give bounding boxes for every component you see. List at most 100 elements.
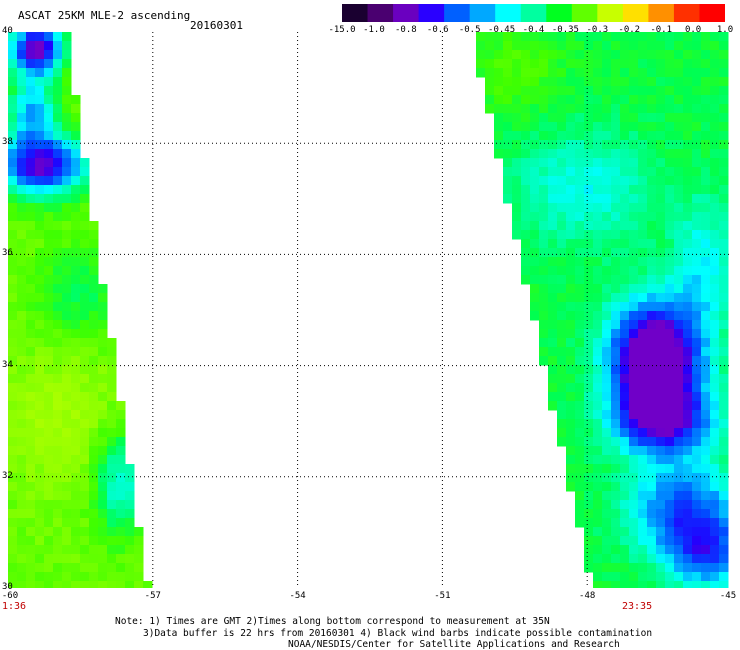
wind-cell bbox=[566, 329, 576, 339]
wind-cell bbox=[647, 149, 657, 159]
wind-cell bbox=[674, 77, 684, 87]
wind-cell bbox=[629, 563, 639, 573]
wind-cell bbox=[710, 446, 720, 456]
wind-cell bbox=[80, 266, 90, 276]
wind-cell bbox=[584, 104, 594, 114]
wind-cell bbox=[71, 392, 81, 402]
wind-cell bbox=[638, 275, 648, 285]
wind-cell bbox=[80, 482, 90, 492]
wind-cell bbox=[692, 311, 702, 321]
wind-cell bbox=[98, 311, 108, 321]
wind-cell bbox=[611, 527, 621, 537]
wind-cell bbox=[107, 554, 117, 564]
wind-cell bbox=[566, 59, 576, 69]
wind-cell bbox=[53, 338, 63, 348]
colorbar-segment bbox=[648, 4, 675, 22]
wind-cell bbox=[548, 374, 558, 384]
wind-cell bbox=[35, 77, 45, 87]
wind-cell bbox=[674, 293, 684, 303]
wind-cell bbox=[71, 347, 81, 357]
wind-cell bbox=[620, 266, 630, 276]
wind-cell bbox=[557, 392, 567, 402]
wind-cell bbox=[503, 77, 513, 87]
wind-cell bbox=[629, 104, 639, 114]
wind-cell bbox=[35, 194, 45, 204]
wind-cell bbox=[719, 365, 729, 375]
wind-cell bbox=[620, 248, 630, 258]
wind-cell bbox=[107, 419, 117, 429]
wind-cell bbox=[44, 158, 54, 168]
wind-cell bbox=[638, 329, 648, 339]
wind-cell bbox=[98, 482, 108, 492]
wind-cell bbox=[521, 104, 531, 114]
wind-cell bbox=[53, 455, 63, 465]
wind-cell bbox=[71, 167, 81, 177]
wind-cell bbox=[44, 302, 54, 312]
wind-cell bbox=[62, 212, 72, 222]
wind-cell bbox=[602, 149, 612, 159]
wind-cell bbox=[8, 275, 18, 285]
wind-cell bbox=[602, 509, 612, 519]
wind-cell bbox=[593, 149, 603, 159]
wind-cell bbox=[647, 266, 657, 276]
wind-cell bbox=[530, 77, 540, 87]
wind-cell bbox=[620, 77, 630, 87]
wind-cell bbox=[17, 356, 27, 366]
wind-cell bbox=[647, 203, 657, 213]
wind-cell bbox=[62, 176, 72, 186]
wind-cell bbox=[71, 149, 81, 159]
wind-cell bbox=[566, 419, 576, 429]
wind-cell bbox=[530, 239, 540, 249]
wind-cell bbox=[107, 473, 117, 483]
wind-cell bbox=[674, 68, 684, 78]
wind-cell bbox=[575, 122, 585, 132]
wind-cell bbox=[125, 581, 135, 588]
wind-cell bbox=[35, 338, 45, 348]
wind-cell bbox=[548, 383, 558, 393]
wind-cell bbox=[584, 32, 594, 42]
wind-cell bbox=[80, 428, 90, 438]
wind-cell bbox=[710, 500, 720, 510]
wind-cell bbox=[89, 455, 99, 465]
longitude-label: -48 bbox=[579, 591, 596, 601]
wind-cell bbox=[638, 113, 648, 123]
wind-cell bbox=[44, 239, 54, 249]
wind-cell bbox=[611, 383, 621, 393]
wind-cell bbox=[575, 446, 585, 456]
wind-cell bbox=[602, 392, 612, 402]
wind-cell bbox=[62, 338, 72, 348]
wind-cell bbox=[665, 545, 675, 555]
wind-cell bbox=[647, 275, 657, 285]
wind-cell bbox=[683, 338, 693, 348]
wind-cell bbox=[710, 365, 720, 375]
wind-cell bbox=[521, 86, 531, 96]
wind-cell bbox=[53, 41, 63, 51]
wind-cell bbox=[107, 392, 117, 402]
wind-cell bbox=[593, 419, 603, 429]
wind-cell bbox=[485, 68, 495, 78]
wind-cell bbox=[26, 320, 36, 330]
wind-cell bbox=[17, 194, 27, 204]
wind-cell bbox=[593, 329, 603, 339]
wind-cell bbox=[656, 446, 666, 456]
wind-cell bbox=[17, 437, 27, 447]
wind-cell bbox=[656, 194, 666, 204]
wind-cell bbox=[89, 401, 99, 411]
wind-cell bbox=[638, 176, 648, 186]
wind-cell bbox=[575, 509, 585, 519]
wind-cell bbox=[8, 41, 18, 51]
wind-cell bbox=[548, 356, 558, 366]
wind-cell bbox=[566, 68, 576, 78]
wind-cell bbox=[611, 581, 621, 588]
wind-cell bbox=[107, 347, 117, 357]
wind-cell bbox=[620, 500, 630, 510]
wind-cell bbox=[98, 356, 108, 366]
wind-cell bbox=[566, 338, 576, 348]
wind-cell bbox=[116, 410, 126, 420]
wind-cell bbox=[674, 86, 684, 96]
wind-cell bbox=[602, 194, 612, 204]
wind-cell bbox=[611, 536, 621, 546]
wind-cell bbox=[566, 284, 576, 294]
wind-cell bbox=[719, 158, 729, 168]
wind-cell bbox=[674, 95, 684, 105]
